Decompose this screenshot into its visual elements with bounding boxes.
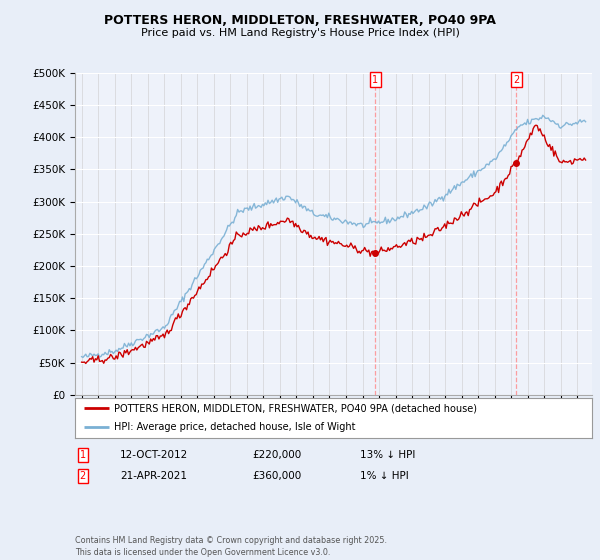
Text: Price paid vs. HM Land Registry's House Price Index (HPI): Price paid vs. HM Land Registry's House … xyxy=(140,28,460,38)
Text: 2: 2 xyxy=(513,74,520,85)
Text: 21-APR-2021: 21-APR-2021 xyxy=(120,471,187,481)
Text: 1: 1 xyxy=(373,74,379,85)
Text: 1: 1 xyxy=(80,450,86,460)
Text: Contains HM Land Registry data © Crown copyright and database right 2025.
This d: Contains HM Land Registry data © Crown c… xyxy=(75,536,387,557)
Text: POTTERS HERON, MIDDLETON, FRESHWATER, PO40 9PA: POTTERS HERON, MIDDLETON, FRESHWATER, PO… xyxy=(104,14,496,27)
Text: 13% ↓ HPI: 13% ↓ HPI xyxy=(360,450,415,460)
Text: £360,000: £360,000 xyxy=(252,471,301,481)
Text: £220,000: £220,000 xyxy=(252,450,301,460)
Text: 12-OCT-2012: 12-OCT-2012 xyxy=(120,450,188,460)
Text: 2: 2 xyxy=(80,471,86,481)
Text: POTTERS HERON, MIDDLETON, FRESHWATER, PO40 9PA (detached house): POTTERS HERON, MIDDLETON, FRESHWATER, PO… xyxy=(114,403,477,413)
Text: HPI: Average price, detached house, Isle of Wight: HPI: Average price, detached house, Isle… xyxy=(114,422,355,432)
Text: 1% ↓ HPI: 1% ↓ HPI xyxy=(360,471,409,481)
